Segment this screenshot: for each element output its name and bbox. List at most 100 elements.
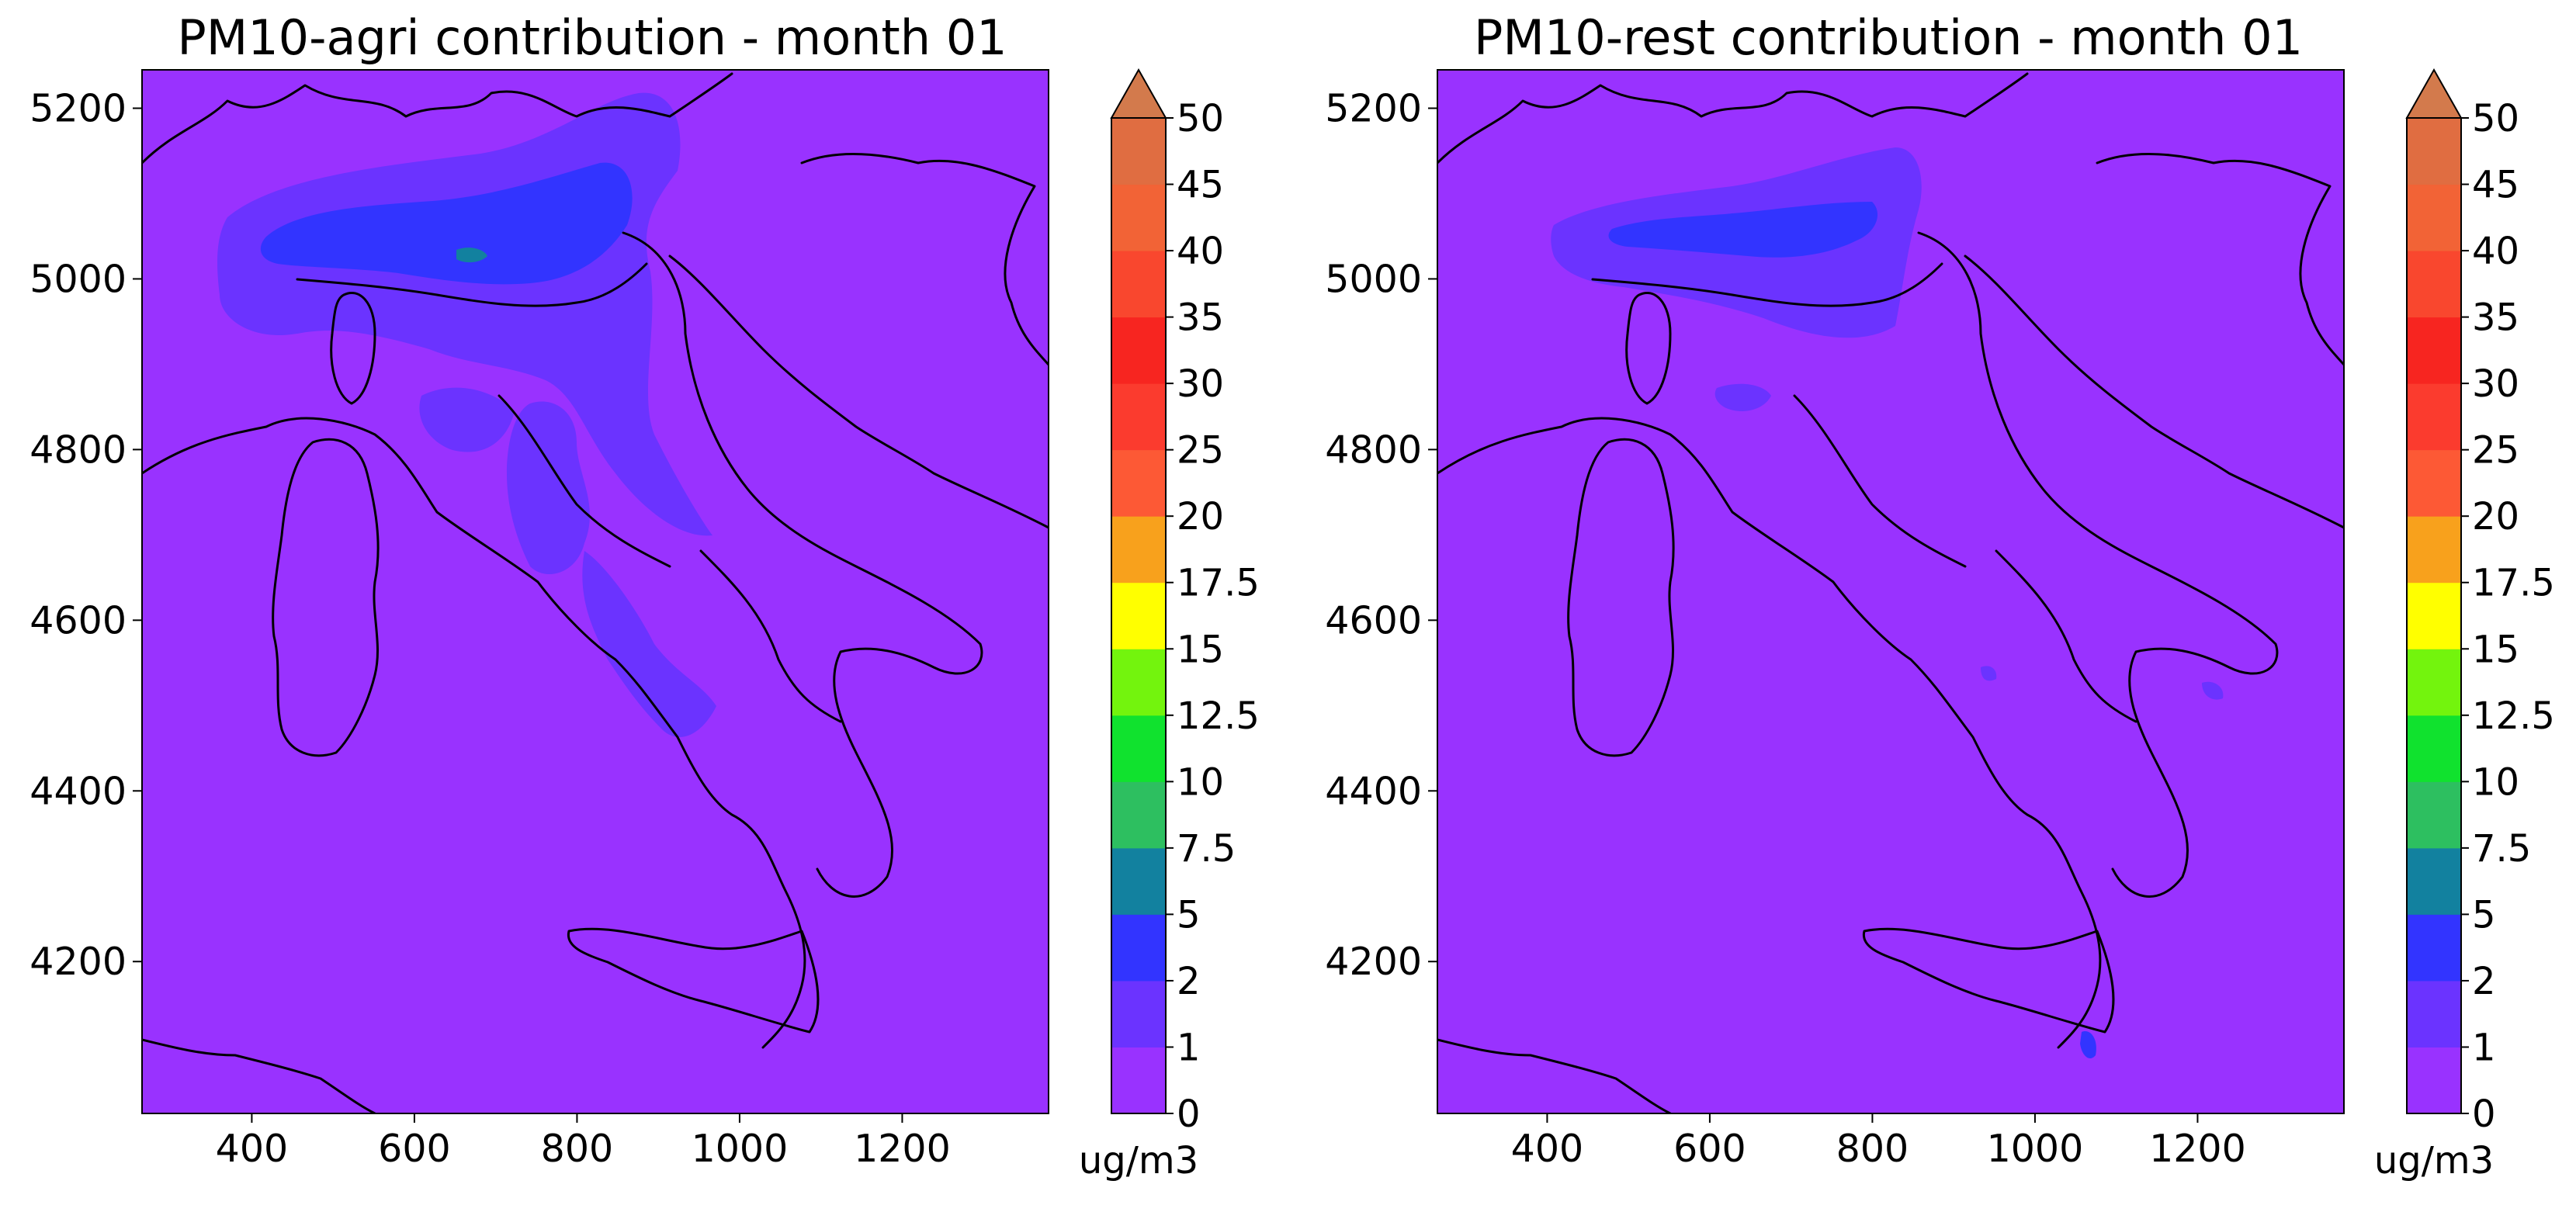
colorbar-segment	[2407, 649, 2461, 716]
region-boundary-south	[699, 549, 842, 723]
colorbar-segment	[1111, 781, 1166, 849]
colorbar-tick-label: 12.5	[1177, 694, 1260, 738]
coastline-and-borders	[142, 72, 1049, 1113]
colorbar-tick-label: 35	[2472, 296, 2519, 340]
north-africa-coast	[142, 1038, 376, 1113]
contour-po-valley-2-5	[1608, 202, 1878, 258]
colorbar-segment	[2407, 383, 2461, 451]
colorbar-segment	[2407, 582, 2461, 649]
region-boundary-center	[1793, 394, 1967, 568]
colorbar-segment	[1111, 449, 1166, 517]
concentration-contours	[1551, 147, 2224, 1059]
colorbar-segment	[2407, 980, 2461, 1047]
colorbar-tick-label: 30	[2472, 362, 2519, 406]
coastline-and-borders	[1437, 72, 2344, 1113]
colorbar-tick-label: 7.5	[2472, 827, 2531, 871]
plot-frame	[1437, 69, 2345, 1114]
contour-naples-1-2	[1981, 666, 1997, 681]
y-tick-label: 4600	[29, 598, 127, 642]
y-tick-label: 4400	[1325, 769, 1422, 813]
colorbar-tick-label: 5	[1177, 893, 1201, 937]
y-tick-label: 4400	[29, 769, 127, 813]
contour-lazio-campania-1-2	[582, 551, 716, 737]
colorbar-unit-label: ug/m3	[1079, 1139, 1198, 1182]
sardinia-coast	[1567, 438, 1675, 757]
x-tick-label: 800	[541, 1127, 614, 1171]
alpine-border	[1437, 72, 2029, 164]
colorbar-segment	[2407, 1047, 2461, 1114]
chart-title: PM10-agri contribution - month 01	[177, 9, 1007, 66]
colorbar-tick-label: 2	[2472, 960, 2496, 1003]
colorbar-tick-label: 17.5	[2472, 562, 2555, 605]
italy-east-coast	[622, 231, 983, 898]
colorbar-segment	[1111, 1047, 1166, 1114]
y-tick-label: 4200	[29, 940, 127, 984]
colorbar-tick-label: 40	[2472, 230, 2519, 273]
colorbar-tick-label: 25	[1177, 429, 1224, 473]
colorbar-tick-label: 20	[1177, 495, 1224, 538]
colorbar-segment	[2407, 449, 2461, 517]
colorbar-tick-label: 1	[2472, 1026, 2496, 1069]
colorbar-tick-label: 20	[2472, 495, 2519, 538]
x-tick-label: 600	[378, 1127, 451, 1171]
x-axis: 400 600 800 1000 1200	[216, 1113, 951, 1171]
concentration-contours	[217, 92, 716, 737]
colorbar-tick-label: 2	[1177, 960, 1201, 1003]
alpine-border	[142, 72, 733, 164]
y-tick-label: 4800	[1325, 428, 1422, 472]
colorbar-tick-label: 45	[2472, 164, 2519, 207]
x-tick-label: 1000	[692, 1127, 789, 1171]
y-tick-label: 5200	[29, 86, 127, 130]
colorbar-segment	[2407, 781, 2461, 849]
y-axis: 4200 4400 4600 4800 5000 5200	[1325, 86, 1437, 984]
colorbar-extend-max	[1110, 68, 1167, 119]
colorbar-extend-max	[2405, 68, 2463, 119]
colorbar-segment	[1111, 847, 1166, 915]
colorbar-tick-label: 30	[1177, 362, 1224, 406]
north-africa-coast	[1437, 1038, 1672, 1113]
colorbar-tick-label: 5	[2472, 893, 2496, 937]
colorbar-segment	[1111, 715, 1166, 782]
colorbar-segment	[2407, 118, 2461, 185]
map-area	[1437, 70, 2344, 1113]
colorbar-segment	[1111, 914, 1166, 982]
x-axis: 400 600 800 1000 1200	[1511, 1113, 2246, 1171]
corsica-coast	[330, 292, 376, 405]
colorbar-segment	[1111, 184, 1166, 251]
colorbar-tick-label: 25	[2472, 429, 2519, 473]
sicily-coast	[567, 927, 820, 1034]
region-boundary-south	[1995, 549, 2137, 723]
colorbar-tick-label: 17.5	[1177, 562, 1260, 605]
region-boundary-center	[498, 394, 671, 568]
colorbar-tick-label: 10	[1177, 760, 1224, 804]
colorbar-tick-label: 1	[1177, 1026, 1201, 1069]
contour-tuscany-1-2	[419, 387, 515, 452]
colorbar-frame	[2406, 117, 2462, 1114]
colorbar-tick-label: 0	[2472, 1092, 2496, 1136]
colorbar-segment	[2407, 251, 2461, 318]
colorbar-segment	[1111, 383, 1166, 451]
colorbar-tick-label: 15	[1177, 628, 1224, 671]
colorbar-tick-label: 40	[1177, 230, 1224, 273]
croatia-inner-border	[2096, 153, 2344, 366]
colorbar-tick-label: 50	[2472, 97, 2519, 140]
sardinia-coast	[272, 438, 380, 757]
region-boundary-po	[1591, 262, 1943, 307]
colorbar-tick-label: 7.5	[1177, 827, 1236, 871]
contour-catania-2-5	[2080, 1031, 2096, 1059]
colorbar-segment	[1111, 649, 1166, 716]
x-tick-label: 600	[1673, 1127, 1746, 1171]
sicily-coast	[1862, 927, 2115, 1034]
x-tick-label: 1000	[1987, 1127, 2084, 1171]
croatia-inner-border	[800, 153, 1049, 366]
colorbar-tick-label: 15	[2472, 628, 2519, 671]
contour-bari-1-2	[2202, 681, 2224, 700]
colorbar-unit-label: ug/m3	[2374, 1139, 2494, 1182]
colorbar-segment	[2407, 516, 2461, 583]
map-panel-rest: PM10-rest contribution - month 01	[1325, 9, 2555, 1182]
x-tick-label: 400	[216, 1127, 289, 1171]
colorbar-tick-label: 10	[2472, 760, 2519, 804]
contour-central-italy-1-2	[507, 401, 590, 574]
